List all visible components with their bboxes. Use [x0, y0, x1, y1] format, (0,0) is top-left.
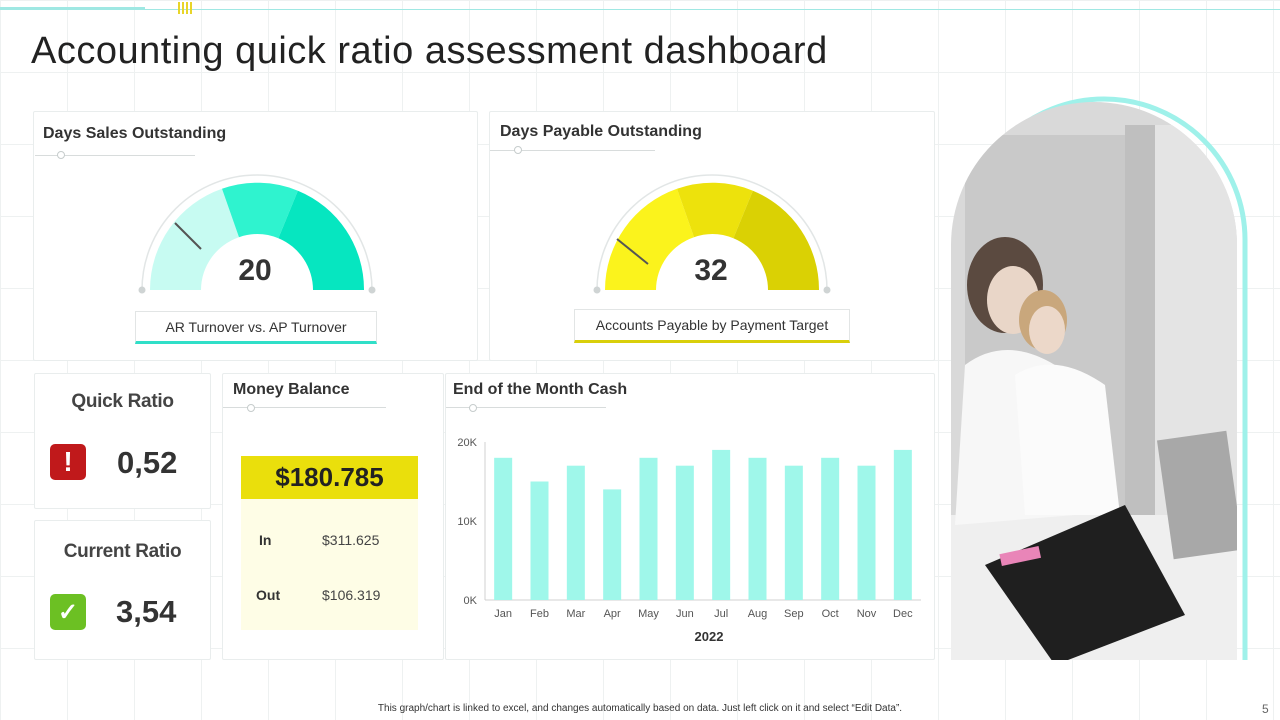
- money-out-value: $106.319: [322, 587, 381, 603]
- y-tick-label: 0K: [464, 595, 478, 607]
- x-tick-label: Oct: [822, 608, 839, 620]
- chart-bar-feb[interactable]: [530, 481, 549, 601]
- chart-bar-dec[interactable]: [893, 449, 912, 600]
- chart-bar-mar[interactable]: [566, 465, 585, 600]
- dso-gauge-needle: [174, 222, 202, 250]
- top-accent-bar: [0, 7, 145, 10]
- cash-chart-rule-dot: [469, 404, 477, 412]
- dpo-value: 32: [694, 254, 728, 287]
- check-icon: ✓: [50, 594, 86, 630]
- chart-bar-apr[interactable]: [603, 489, 622, 600]
- chart-bar-may[interactable]: [639, 457, 658, 600]
- page-number: 5: [1262, 702, 1269, 716]
- x-tick-label: Dec: [893, 608, 913, 620]
- y-tick-label: 20K: [457, 437, 477, 449]
- chart-bar-sep[interactable]: [784, 465, 803, 600]
- dso-value: 20: [238, 254, 272, 287]
- money-balance-title: Money Balance: [233, 381, 350, 398]
- dso-title: Days Sales Outstanding: [43, 125, 227, 142]
- x-tick-label: May: [638, 608, 659, 620]
- exclamation-icon: !: [50, 444, 86, 480]
- chart-bar-jun[interactable]: [675, 465, 694, 600]
- page-title: Accounting quick ratio assessment dashbo…: [31, 30, 828, 72]
- y-tick-label: 10K: [457, 516, 477, 528]
- dpo-gauge-segment-mid: [677, 182, 753, 239]
- chart-bar-oct[interactable]: [821, 457, 840, 600]
- money-balance-rule: [223, 407, 386, 408]
- top-divider-line: [0, 9, 1280, 10]
- chart-bar-jul[interactable]: [712, 449, 731, 600]
- x-axis-label: 2022: [695, 629, 724, 644]
- x-tick-label: Aug: [748, 608, 768, 620]
- money-in-label: In: [259, 532, 272, 548]
- cash-chart-rule: [446, 407, 606, 408]
- dpo-title-rule: [490, 150, 655, 151]
- dpo-gauge-segment-high: [733, 190, 820, 290]
- money-out-label: Out: [256, 587, 281, 603]
- current-ratio-title: Current Ratio: [63, 541, 182, 562]
- dpo-label: Accounts Payable by Payment Target: [574, 309, 850, 343]
- dso-gauge-segment-high: [278, 190, 365, 290]
- x-tick-label: Jul: [714, 608, 728, 620]
- x-tick-label: Jun: [676, 608, 694, 620]
- money-balance-rule-dot: [247, 404, 255, 412]
- quick-ratio-title: Quick Ratio: [71, 391, 174, 412]
- chart-bar-jan[interactable]: [494, 457, 513, 600]
- office-photo: [951, 96, 1248, 660]
- x-tick-label: Jan: [494, 608, 512, 620]
- x-tick-label: Feb: [530, 608, 549, 620]
- current-ratio-card[interactable]: [34, 520, 211, 660]
- dpo-gauge[interactable]: [585, 170, 840, 300]
- top-tick-marks: [178, 2, 192, 14]
- chart-bar-aug[interactable]: [748, 457, 767, 600]
- current-ratio-value: 3,54: [116, 594, 177, 629]
- x-tick-label: Nov: [857, 608, 877, 620]
- dso-rule-dot: [57, 151, 65, 159]
- dso-gauge[interactable]: [130, 170, 385, 300]
- x-tick-label: Apr: [604, 608, 621, 620]
- chart-bar-nov[interactable]: [857, 465, 876, 600]
- dso-title-rule: [35, 155, 195, 156]
- dpo-rule-dot: [514, 146, 522, 154]
- dso-gauge-segment-low: [149, 188, 239, 290]
- footer-note: This graph/chart is linked to excel, and…: [377, 703, 903, 714]
- x-tick-label: Sep: [784, 608, 804, 620]
- dso-gauge-segment-mid: [222, 182, 298, 239]
- quick-ratio-value: 0,52: [117, 445, 178, 480]
- x-tick-label: Mar: [566, 608, 585, 620]
- dpo-gauge-needle: [616, 238, 649, 265]
- money-in-value: $311.625: [322, 532, 380, 548]
- cash-bar-chart[interactable]: 0K 10K 20K Jan Feb Mar Apr May Jun Jul Aug Sep Oct No…: [445, 430, 935, 655]
- dpo-title: Days Payable Outstanding: [500, 123, 702, 140]
- money-balance-total: $180.785: [241, 456, 418, 499]
- dso-label: AR Turnover vs. AP Turnover: [135, 311, 377, 344]
- cash-chart-title: End of the Month Cash: [453, 381, 628, 398]
- dpo-gauge-segment-low: [604, 188, 694, 290]
- money-balance-details: [241, 499, 418, 630]
- quick-ratio-card[interactable]: [34, 373, 211, 509]
